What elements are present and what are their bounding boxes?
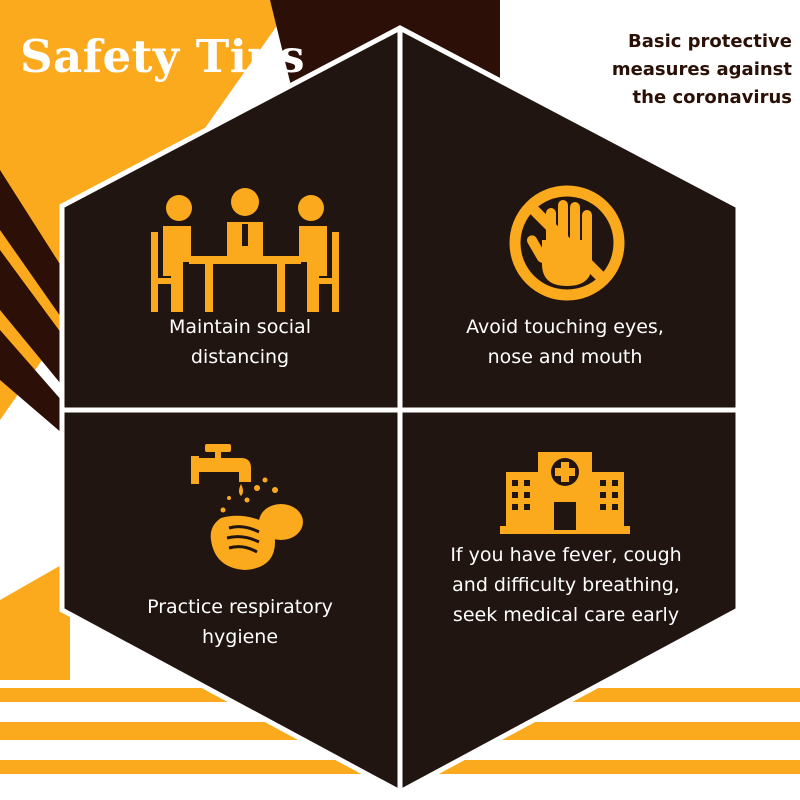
hospital-building-icon [500,452,630,534]
tip-social-distancing-label: Maintain social distancing [169,316,311,368]
brown-left-stripe-1 [0,170,70,330]
no-touch-hand-icon [509,185,625,301]
tip-respiratory-hygiene-label: Practice respiratory hygiene [147,596,333,648]
page-title: Safety Tips [20,30,306,83]
meeting-people-icon [151,188,339,312]
page-subtitle: Basic protective measures against the co… [611,31,792,108]
brown-left-stripe-3 [0,330,70,440]
orange-bottom-left-shape [0,560,70,680]
tip-seek-medical-care-label: If you have fever, cough and difficulty … [450,544,682,626]
tip-avoid-touching-label: Avoid touching eyes, nose and mouth [466,316,664,368]
brown-left-stripe-2 [0,250,70,395]
handwashing-tap-icon [191,444,303,570]
